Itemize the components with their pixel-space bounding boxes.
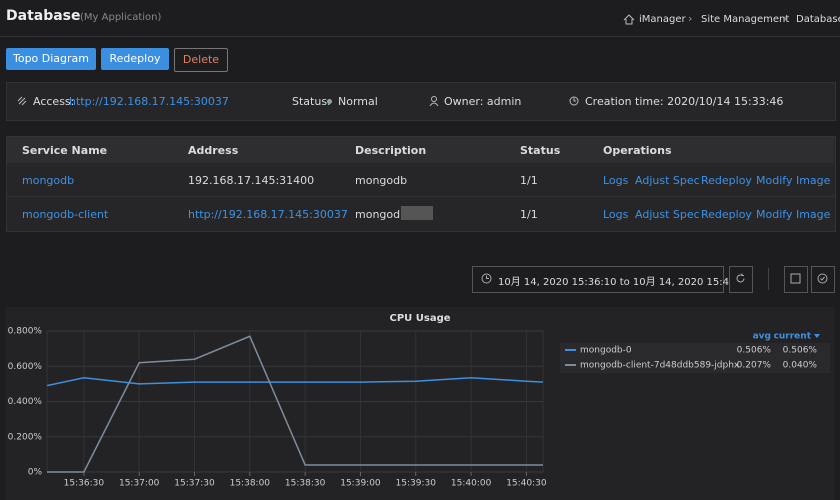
redacted [401, 206, 433, 220]
user-icon [429, 96, 439, 106]
access-link[interactable]: http://192.168.17.145:30037 [69, 95, 229, 108]
refresh-button[interactable] [729, 266, 753, 293]
operation-link[interactable]: Redeploy [701, 174, 752, 187]
y-tick-label: 0.800% [8, 327, 43, 337]
time-range[interactable] [472, 266, 724, 293]
legend-current: 0.506% [783, 346, 818, 356]
legend-header: avg [753, 332, 771, 342]
legend-header: current [774, 332, 812, 342]
column-header: Service Name [22, 144, 108, 157]
access-label: Access: [33, 95, 75, 108]
y-tick-label: 0.600% [8, 362, 43, 372]
save-button[interactable] [784, 266, 808, 293]
series-line [46, 376, 544, 387]
legend-box [560, 343, 830, 373]
operation-link[interactable]: Adjust Spec [635, 208, 700, 221]
status: Normal [338, 95, 378, 108]
chart-title: CPU Usage [389, 313, 450, 324]
address: 192.168.17.145:31400 [188, 174, 315, 187]
redeploy-button[interactable]: Redeploy [101, 48, 169, 70]
save-icon [790, 273, 801, 284]
legend-avg: 0.506% [737, 346, 772, 356]
operation-link[interactable]: Logs [603, 208, 629, 221]
link-icon [17, 96, 27, 106]
check-icon [817, 273, 828, 284]
x-tick-label: 15:40:00 [451, 479, 492, 489]
separator: › [783, 12, 788, 25]
status-label: Status: [292, 95, 331, 108]
address-link[interactable]: http://192.168.17.145:30037 [188, 208, 348, 221]
column-header: Status [520, 144, 561, 157]
x-tick-label: 15:39:00 [340, 479, 381, 489]
info-bar [6, 82, 836, 121]
x-tick-label: 15:36:30 [64, 479, 105, 489]
breadcrumb[interactable]: Site Management [701, 14, 790, 25]
delete-button[interactable]: Delete [174, 48, 228, 72]
divider [0, 36, 840, 37]
x-tick-label: 15:37:30 [174, 479, 215, 489]
service-link[interactable]: mongodb-client [22, 208, 109, 221]
operation-link[interactable]: Modify Image [756, 174, 831, 187]
topo-button[interactable]: Topo Diagram [6, 48, 96, 70]
x-tick-label: 15:38:30 [285, 479, 326, 489]
column-header: Description [355, 144, 427, 157]
operation-link[interactable]: Modify Image [756, 208, 831, 221]
service-link[interactable]: mongodb [22, 174, 75, 187]
operation-link[interactable]: Logs [603, 174, 629, 187]
row-divider [7, 196, 834, 197]
breadcrumb[interactable]: iManager [639, 14, 686, 25]
status-dot [327, 99, 332, 104]
page-title: Database [6, 8, 81, 24]
clock-icon [481, 273, 492, 284]
page-subtitle: (My Application) [80, 12, 162, 23]
column-header: Operations [603, 144, 672, 157]
table-header [7, 137, 834, 163]
legend-label: mongodb-0 [580, 346, 632, 356]
clock-icon [569, 96, 579, 106]
legend-label: mongodb-client-7d48ddb589-jdphx [580, 361, 740, 371]
x-tick-label: 15:40:30 [506, 479, 547, 489]
y-tick-label: 0.200% [8, 432, 43, 442]
check-button[interactable] [811, 266, 835, 293]
status: 1/1 [520, 174, 538, 187]
description: mongodb [355, 174, 408, 187]
description: mongodb [355, 208, 408, 221]
x-tick-label: 15:37:00 [119, 479, 160, 489]
x-tick-label: 15:39:30 [396, 479, 437, 489]
y-tick-label: 0% [28, 468, 43, 478]
column-header: Address [188, 144, 239, 157]
time-range-text: 10月 14, 2020 15:36:10 to 10月 14, 2020 15… [498, 277, 752, 288]
sort-caret[interactable] [814, 334, 820, 338]
breadcrumb[interactable]: Database [796, 14, 840, 25]
separator: › [688, 12, 693, 25]
owner: Owner: admin [444, 95, 522, 108]
home-icon [623, 14, 635, 25]
y-tick-label: 0.400% [8, 397, 43, 407]
operation-link[interactable]: Redeploy [701, 208, 752, 221]
creation-time: Creation time: 2020/10/14 15:33:46 [585, 95, 784, 108]
x-tick-label: 15:38:00 [230, 479, 271, 489]
chart-panel [5, 307, 835, 500]
series-line [47, 335, 543, 473]
refresh-icon [736, 273, 745, 283]
status: 1/1 [520, 208, 538, 221]
divider [768, 268, 769, 290]
legend-avg: 0.207% [737, 361, 772, 371]
legend-current: 0.040% [783, 361, 818, 371]
operation-link[interactable]: Adjust Spec [635, 174, 700, 187]
